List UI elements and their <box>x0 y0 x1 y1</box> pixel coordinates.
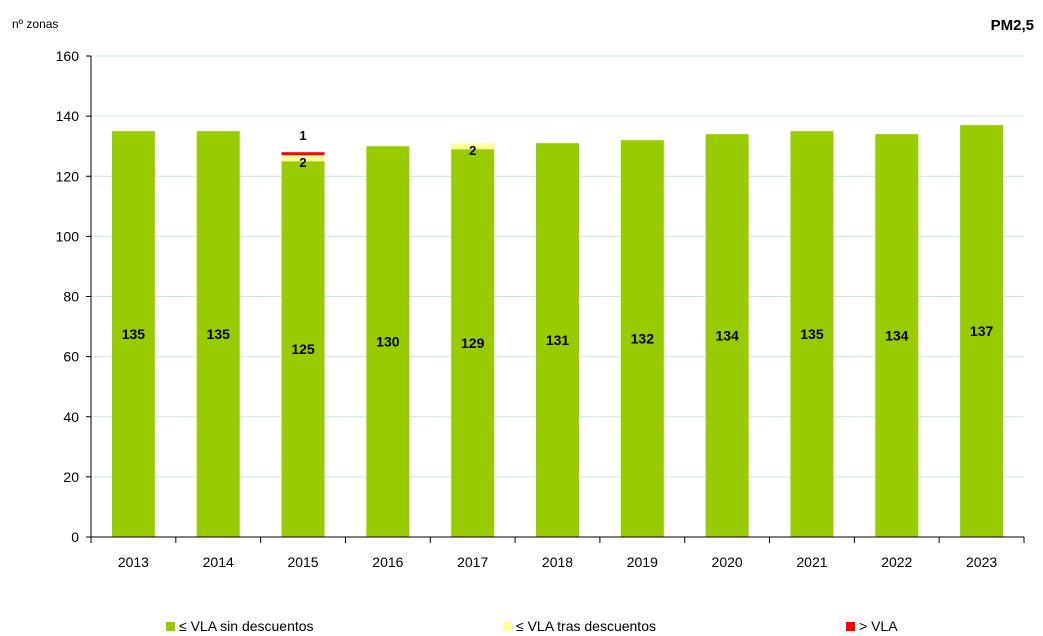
x-tick-label: 2015 <box>287 554 318 570</box>
bar-segment <box>536 143 579 537</box>
data-label: 135 <box>800 326 824 342</box>
data-label: 131 <box>546 332 570 348</box>
y-tick-label: 40 <box>63 409 79 425</box>
y-tick-label: 0 <box>71 529 79 545</box>
data-label: 135 <box>207 326 231 342</box>
bar-segment <box>451 143 495 150</box>
bar-segment <box>196 131 240 537</box>
x-tick-label: 2014 <box>203 554 234 570</box>
data-label: 2 <box>299 155 306 170</box>
axes: 0 20 40 60 80 100 120 140 160 2013 2014 2015 2016 201… <box>56 48 1025 570</box>
legend-swatch <box>166 622 175 631</box>
legend-label: > VLA <box>859 618 898 634</box>
y-tick-label: 100 <box>56 228 80 244</box>
data-label: 2 <box>469 143 476 158</box>
x-tick-label: 2019 <box>627 554 658 570</box>
data-label: 129 <box>461 335 485 351</box>
bar-segment <box>366 146 410 537</box>
x-tick-label: 2016 <box>372 554 403 570</box>
bar-segment <box>111 131 155 537</box>
y-tick-label: 80 <box>63 289 79 305</box>
bar-segment <box>281 155 325 162</box>
bar-segment <box>281 152 325 156</box>
data-label: 137 <box>970 323 994 339</box>
x-tick-label: 2018 <box>542 554 573 570</box>
legend-swatch <box>846 622 855 631</box>
x-tick-label: 2022 <box>881 554 912 570</box>
y-tick-label: 160 <box>56 48 80 64</box>
x-tick-label: 2017 <box>457 554 488 570</box>
legend-label: ≤ VLA tras descuentos <box>516 618 656 634</box>
chart-title: PM2,5 <box>991 17 1034 34</box>
data-labels: 135 135 125 2 1 130 129 2 131 132 134 135 134 137 <box>122 128 994 357</box>
data-label: 130 <box>376 334 400 350</box>
y-tick-label: 120 <box>56 168 80 184</box>
data-label: 1 <box>299 128 306 143</box>
y-tick-label: 20 <box>63 469 79 485</box>
data-label: 132 <box>631 331 655 347</box>
bar-segment <box>451 149 495 537</box>
data-label: 134 <box>715 328 739 344</box>
data-label: 135 <box>122 326 146 342</box>
bars <box>111 125 1004 538</box>
bar-segment <box>790 131 834 537</box>
bar-segment <box>281 161 325 537</box>
x-tick-label: 2013 <box>118 554 149 570</box>
legend-swatch <box>503 622 512 631</box>
data-label: 125 <box>291 341 315 357</box>
x-tick-label: 2021 <box>796 554 827 570</box>
y-tick-label: 140 <box>56 108 80 124</box>
data-label: 134 <box>885 328 909 344</box>
legend-label: ≤ VLA sin descuentos <box>179 618 314 634</box>
bar-segment <box>875 134 919 537</box>
bar-segment <box>960 125 1004 538</box>
bar-segment <box>620 140 664 538</box>
y-axis-label: nº zonas <box>12 17 58 31</box>
x-tick-label: 2023 <box>966 554 997 570</box>
legend: ≤ VLA sin descuentos ≤ VLA tras descuento… <box>166 618 898 634</box>
x-tick-label: 2020 <box>712 554 743 570</box>
bar-segment <box>705 134 749 537</box>
y-tick-label: 60 <box>63 349 79 365</box>
